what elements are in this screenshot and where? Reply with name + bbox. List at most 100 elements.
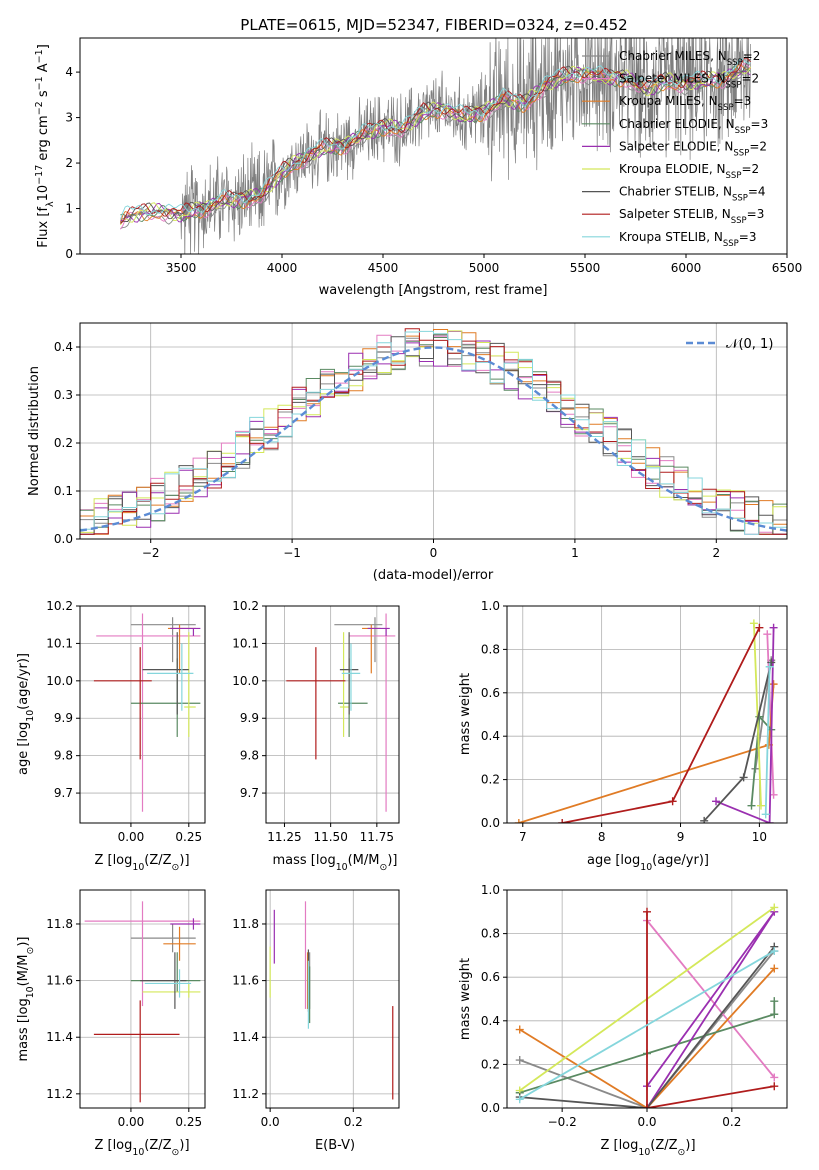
- mass-vs-Z-xtick-label-1: 0.25: [175, 1115, 202, 1129]
- weight-vs-age-line-salpeter-elodie: [715, 627, 775, 823]
- weight-vs-age-marker-chabrier-elodie-0: [747, 801, 756, 810]
- residuals-frame: [79, 322, 788, 540]
- residuals-xtick-label-2: 0: [430, 546, 438, 560]
- weight-vs-age-marker-salpeter-stelib-2: [755, 623, 764, 632]
- spectrum-xlabel: wavelength [Angstrom, rest frame]: [319, 283, 548, 298]
- weight-vs-age-line-kroupa-stelib: [764, 666, 771, 815]
- weight-vs-age-marker-kroupa-miles-0: [514, 819, 523, 823]
- weight-vs-Z-marker-kroupa-stelib-0: [515, 1095, 524, 1104]
- weight-vs-age-panel: 7 8 9 10 0.0 0.2 0.4 0.6 0.8 1.0 age [log10(age/yr…: [458, 599, 788, 873]
- weight-vs-age-marker-kroupa-miles-2: [769, 680, 778, 689]
- weight-vs-age-marker-kroupa-stelib-1: [765, 662, 774, 671]
- weight-vs-Z-line-chabrier-miles: [519, 950, 775, 1108]
- residuals-plot-area: [80, 328, 787, 535]
- age-vs-mass-ytick-label-1: 9.8: [240, 749, 259, 763]
- age-vs-Z-ytick-label-5: 10.2: [46, 599, 73, 613]
- weight-vs-age-ytick-label-4: 0.8: [481, 642, 500, 656]
- histogram-kroupa-stelib: [80, 330, 787, 535]
- age-vs-mass-ytick-label-2: 9.9: [240, 711, 259, 725]
- legend-entry-3: Chabrier ELODIE, NSSP=3: [619, 117, 768, 136]
- legend-entry-7: Salpeter STELIB, NSSP=3: [619, 207, 764, 226]
- mass-vs-Z-ytick-label-1: 11.4: [46, 1030, 73, 1044]
- spectrum-xtick-label-1: 4000: [267, 261, 298, 275]
- residuals-xtick-label-1: −1: [283, 546, 301, 560]
- age-vs-mass-ytick-label-5: 10.2: [232, 599, 259, 613]
- normal-legend-label: 𝒩(0, 1): [726, 337, 773, 352]
- age-vs-mass-ytick-label-3: 10.0: [232, 674, 259, 688]
- mass-vs-EBV-ytick-label-1: 11.4: [232, 1030, 259, 1044]
- weight-vs-age-ylabel: mass weight: [458, 673, 473, 755]
- weight-vs-age-xtick-label-0: 7: [519, 830, 527, 844]
- age-vs-mass-xtick-label-2: 11.75: [360, 830, 394, 844]
- residuals-ytick-label-2: 0.2: [54, 436, 73, 450]
- weight-vs-age-frame: [506, 605, 788, 824]
- weight-vs-Z-ytick-label-3: 0.6: [481, 970, 500, 984]
- spectrum-ytick-label-0: 0: [65, 247, 73, 261]
- legend-entry-6: Chabrier STELIB, NSSP=4: [619, 185, 766, 204]
- weight-vs-Z-ylabel: mass weight: [458, 958, 473, 1040]
- age-vs-Z-frame: [79, 605, 206, 824]
- spectrum-model-salpeter-stelib: [120, 57, 751, 225]
- weight-vs-Z-ytick-label-2: 0.4: [481, 1014, 500, 1028]
- mass-vs-EBV-ytick-label-0: 11.2: [232, 1087, 259, 1101]
- spectrum-plot-area: [119, 38, 751, 254]
- weight-vs-Z-marker-kroupa-miles-2: [770, 964, 779, 973]
- weight-vs-age-marker-chabrier-stelib-0: [700, 816, 709, 823]
- spectrum-ytick-label-2: 2: [65, 156, 73, 170]
- weight-vs-Z-marker-chabrier-miles-0: [515, 1056, 524, 1065]
- age-vs-Z-xlabel: Z [log10(Z/Z⊙)]: [94, 853, 189, 873]
- spectrum-ytick-label-1: 1: [65, 202, 73, 216]
- spectrum-ytick-label-3: 3: [65, 111, 73, 125]
- weight-vs-age-xtick-label-3: 10: [752, 830, 767, 844]
- residuals-xtick-label-4: 2: [712, 546, 720, 560]
- mass-vs-Z-xtick-label-0: 0.00: [118, 1115, 145, 1129]
- mass-vs-EBV-panel: 0.0 0.2 11.2 11.4 11.6 11.8 E(B-V): [232, 889, 400, 1153]
- spectrum-xtick-label-2: 4500: [368, 261, 399, 275]
- mass-vs-Z-ytick-label-2: 11.6: [46, 974, 73, 988]
- weight-vs-Z-line-kroupa-miles: [519, 967, 775, 1108]
- age-vs-mass-frame: [265, 605, 400, 824]
- figure-title: PLATE=0615, MJD=52347, FIBERID=0324, z=0…: [240, 16, 627, 34]
- residuals-ylabel: Normed distribution: [27, 366, 42, 496]
- weight-vs-Z-ytick-label-0: 0.0: [481, 1101, 500, 1115]
- mass-vs-Z-ylabel: mass [log10(M/M⊙)]: [16, 937, 36, 1062]
- weight-vs-Z-marker-chabrier-elodie-3: [770, 997, 779, 1006]
- weight-vs-age-marker-chabrier-stelib-1: [739, 773, 748, 782]
- weight-vs-age-marker-salpeter-elodie-1: [765, 819, 774, 823]
- weight-vs-Z-marker-salpeter-stelib-1: [643, 1104, 651, 1108]
- age-vs-Z-ylabel: age [log10(age/yr)]: [16, 653, 36, 775]
- spectrum-xtick-label-0: 3500: [166, 261, 197, 275]
- weight-vs-Z-panel: −0.2 0.0 0.2 0.0 0.2 0.4 0.6 0.8 1.0 Z [log10(Z/Z…: [458, 883, 788, 1158]
- weight-vs-Z-xtick-label-0: −0.2: [548, 1115, 577, 1129]
- weight-vs-Z-marker-salpeter-miles-1: [770, 1073, 779, 1082]
- spectrum-ylabel: Flux [fλ10−17 erg cm−2 s−1 A−1]: [34, 44, 56, 248]
- mass-vs-Z-plot-area: [84, 901, 201, 1103]
- residuals-xlabel: (data-model)/error: [373, 568, 494, 583]
- age-vs-Z-xtick-label-1: 0.25: [175, 830, 202, 844]
- weight-vs-age-ytick-label-2: 0.4: [481, 729, 500, 743]
- weight-vs-age-line-kroupa-elodie: [753, 623, 762, 806]
- weight-vs-Z-line-salpeter-elodie: [646, 911, 776, 1108]
- weight-vs-Z-xlabel: Z [log10(Z/Z⊙)]: [600, 1138, 695, 1158]
- spectrum-xtick-label-3: 5000: [469, 261, 500, 275]
- residuals-xtick-label-3: 1: [571, 546, 579, 560]
- weight-vs-Z-ytick-label-4: 0.8: [481, 927, 500, 941]
- histogram-chabrier-stelib: [80, 334, 787, 535]
- age-vs-Z-ytick-label-2: 9.9: [54, 711, 73, 725]
- weight-vs-Z-xtick-label-1: 0.0: [637, 1115, 656, 1129]
- weight-vs-age-marker-salpeter-stelib-1: [668, 797, 677, 806]
- residuals-ytick-label-4: 0.4: [54, 340, 73, 354]
- spectrum-model-kroupa-miles: [119, 64, 751, 223]
- age-vs-mass-plot-area: [286, 613, 396, 812]
- weight-vs-age-marker-salpeter-miles-0: [763, 630, 772, 639]
- mass-vs-EBV-xtick-label-1: 0.2: [344, 1115, 363, 1129]
- weight-vs-age-marker-kroupa-stelib-0: [761, 810, 770, 819]
- weight-vs-age-ytick-label-1: 0.2: [481, 773, 500, 787]
- weight-vs-age-marker-chabrier-stelib-2: [767, 658, 776, 667]
- age-vs-Z-xtick-label-0: 0.00: [118, 830, 145, 844]
- spectrum-ytick-label-4: 4: [65, 65, 73, 79]
- mass-vs-Z-xlabel: Z [log10(Z/Z⊙)]: [94, 1138, 189, 1158]
- age-vs-Z-ytick-label-1: 9.8: [54, 749, 73, 763]
- age-vs-mass-panel: 11.25 11.50 11.75 9.7 9.8 9.9 10.0 10.1 10.2 mass…: [232, 599, 400, 873]
- spectrum-xtick-label-5: 6000: [671, 261, 702, 275]
